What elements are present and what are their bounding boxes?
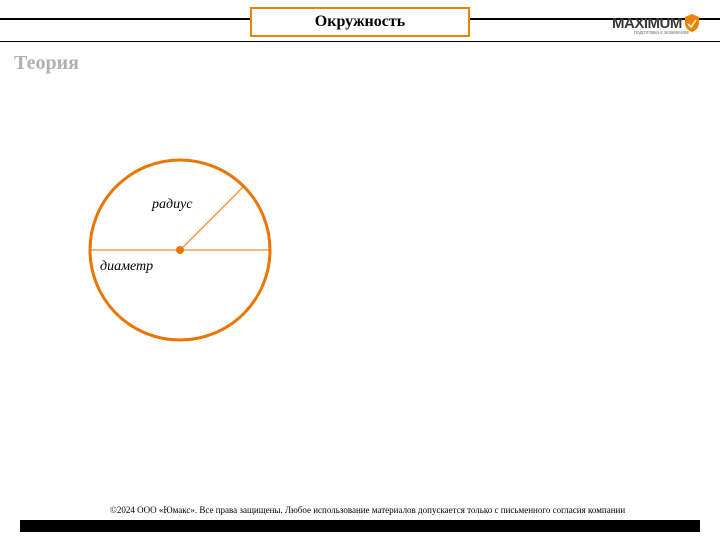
center-dot	[176, 246, 184, 254]
footer-copyright: ©2024 ООО «Юмакс». Все права защищены. Л…	[110, 505, 625, 515]
circle-diagram: радиус диаметр	[0, 0, 720, 540]
footer-bar	[20, 520, 700, 532]
radius-line	[180, 186, 244, 250]
label-diameter: диаметр	[100, 259, 153, 274]
label-radius: радиус	[151, 197, 193, 212]
